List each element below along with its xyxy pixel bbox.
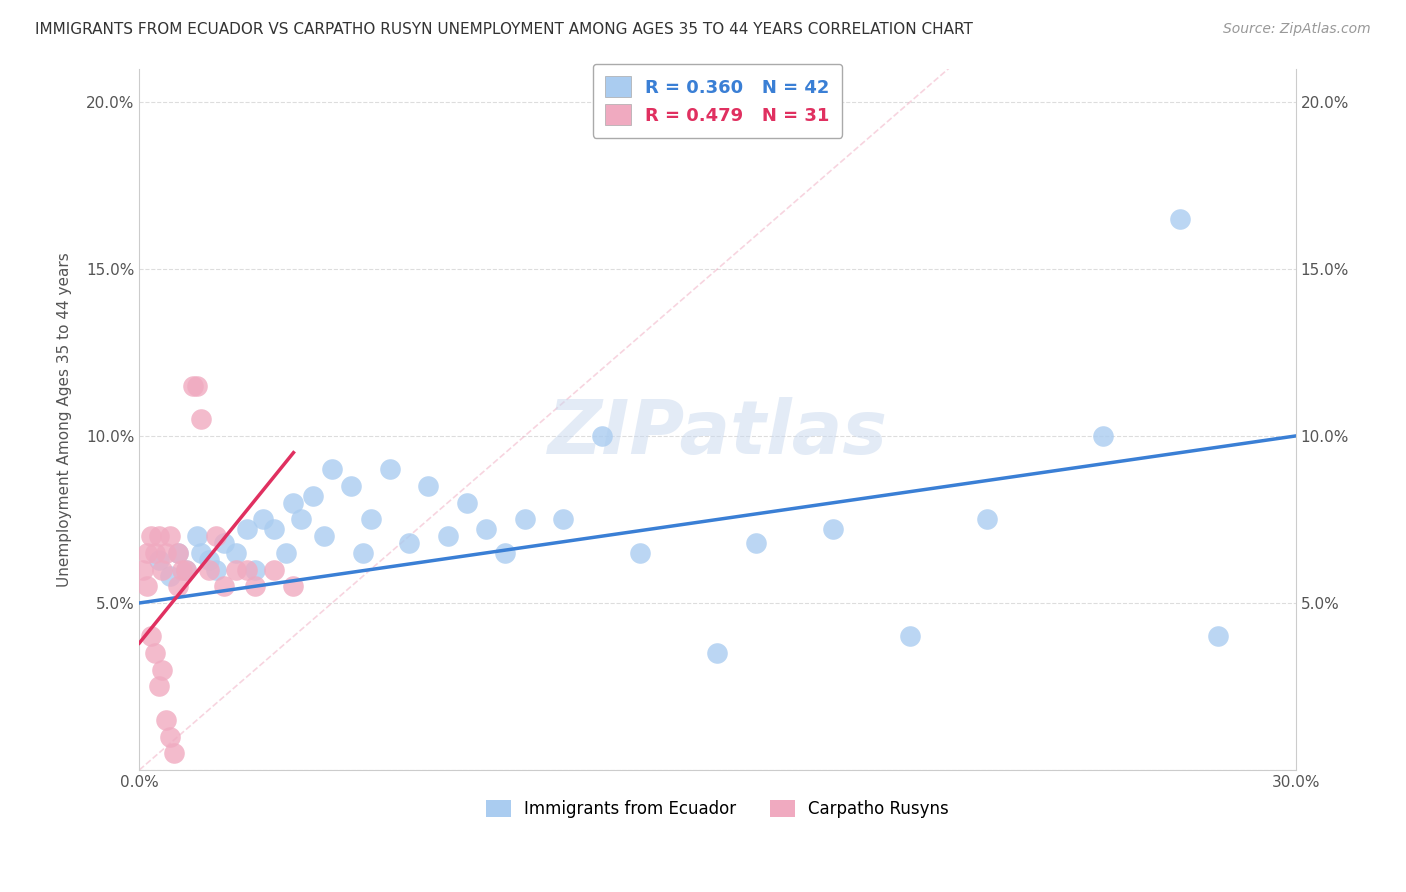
Point <box>159 730 181 744</box>
Point <box>166 546 188 560</box>
Point <box>321 462 343 476</box>
Point <box>418 479 440 493</box>
Point <box>190 412 212 426</box>
Point <box>236 523 259 537</box>
Point <box>378 462 401 476</box>
Point <box>163 747 186 761</box>
Legend: Immigrants from Ecuador, Carpatho Rusyns: Immigrants from Ecuador, Carpatho Rusyns <box>479 793 956 825</box>
Point <box>823 523 845 537</box>
Point <box>143 646 166 660</box>
Point <box>745 536 768 550</box>
Point <box>513 512 536 526</box>
Point <box>174 563 197 577</box>
Point <box>139 529 162 543</box>
Point <box>225 546 247 560</box>
Point <box>152 663 174 677</box>
Point <box>190 546 212 560</box>
Point <box>148 680 170 694</box>
Point <box>186 379 208 393</box>
Point <box>152 563 174 577</box>
Point <box>243 563 266 577</box>
Point <box>155 546 177 560</box>
Point <box>263 563 285 577</box>
Point <box>495 546 517 560</box>
Point <box>1168 211 1191 226</box>
Y-axis label: Unemployment Among Ages 35 to 44 years: Unemployment Among Ages 35 to 44 years <box>58 252 72 587</box>
Point <box>436 529 458 543</box>
Point <box>252 512 274 526</box>
Point <box>212 579 235 593</box>
Point <box>136 579 159 593</box>
Point <box>148 529 170 543</box>
Point <box>456 496 478 510</box>
Point <box>628 546 651 560</box>
Point <box>475 523 498 537</box>
Point <box>166 546 188 560</box>
Point <box>139 629 162 643</box>
Point <box>352 546 374 560</box>
Point <box>290 512 312 526</box>
Point <box>706 646 728 660</box>
Point <box>197 552 219 566</box>
Point <box>181 379 204 393</box>
Point <box>159 529 181 543</box>
Point <box>170 563 193 577</box>
Point <box>197 563 219 577</box>
Point <box>186 529 208 543</box>
Point <box>243 579 266 593</box>
Point <box>155 713 177 727</box>
Point <box>976 512 998 526</box>
Point <box>1208 629 1230 643</box>
Point <box>283 579 305 593</box>
Text: IMMIGRANTS FROM ECUADOR VS CARPATHO RUSYN UNEMPLOYMENT AMONG AGES 35 TO 44 YEARS: IMMIGRANTS FROM ECUADOR VS CARPATHO RUSY… <box>35 22 973 37</box>
Point <box>1091 429 1114 443</box>
Point <box>132 563 155 577</box>
Point <box>159 569 181 583</box>
Point <box>591 429 613 443</box>
Point <box>360 512 382 526</box>
Point <box>148 552 170 566</box>
Text: ZIPatlas: ZIPatlas <box>547 397 887 470</box>
Point <box>898 629 921 643</box>
Point <box>301 489 323 503</box>
Point <box>263 523 285 537</box>
Point <box>553 512 575 526</box>
Point <box>340 479 363 493</box>
Point <box>283 496 305 510</box>
Point <box>236 563 259 577</box>
Point <box>166 579 188 593</box>
Point <box>143 546 166 560</box>
Point <box>205 563 228 577</box>
Text: Source: ZipAtlas.com: Source: ZipAtlas.com <box>1223 22 1371 37</box>
Point <box>136 546 159 560</box>
Point <box>398 536 420 550</box>
Point <box>314 529 336 543</box>
Point <box>212 536 235 550</box>
Point <box>174 563 197 577</box>
Point <box>225 563 247 577</box>
Point <box>274 546 297 560</box>
Point <box>205 529 228 543</box>
